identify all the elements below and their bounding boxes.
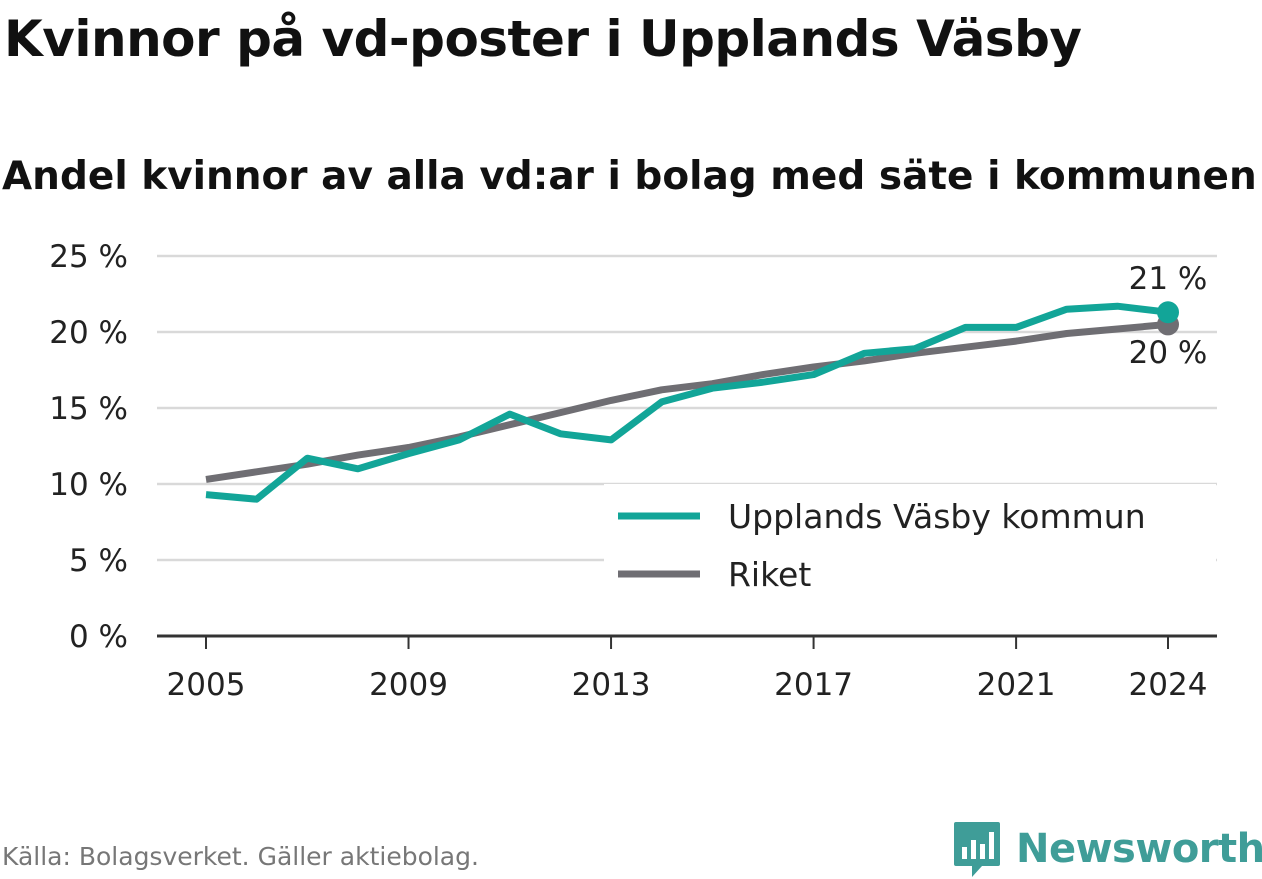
y-tick-label: 5 % <box>69 543 128 579</box>
y-tick-label: 20 % <box>49 315 128 351</box>
x-tick-label: 2005 <box>167 667 246 703</box>
x-tick-label: 2024 <box>1129 667 1208 703</box>
x-tick-label: 2009 <box>369 667 448 703</box>
end-label-upplands-vasby: 21 % <box>1129 261 1208 297</box>
legend-label-riket: Riket <box>728 555 811 594</box>
x-tick-label: 2013 <box>572 667 651 703</box>
end-label-riket: 20 % <box>1129 335 1208 371</box>
x-tick-label: 2021 <box>977 667 1056 703</box>
y-tick-label: 10 % <box>49 467 128 503</box>
chart-subtitle: Andel kvinnor av alla vd:ar i bolag med … <box>2 154 1257 199</box>
y-tick-label: 0 % <box>69 619 128 655</box>
series-line-riket <box>205 320 1169 483</box>
newsworthy-logo-icon <box>954 822 1000 877</box>
brand-name: Newsworthy <box>1016 826 1262 872</box>
y-tick-label: 15 % <box>49 391 128 427</box>
legend-background <box>604 484 1216 604</box>
legend-label-upplands-vasby: Upplands Väsby kommun <box>728 497 1146 536</box>
line-chart: 0 % 5 % 10 % 15 % 20 % 25 % 2005 2009 2013 2017 20… <box>49 239 1217 703</box>
y-tick-label: 25 % <box>49 239 128 275</box>
brand-logo: Newsworthy <box>952 820 1262 878</box>
chart-title: Kvinnor på vd-poster i Upplands Väsby <box>4 10 1082 68</box>
x-tick-label: 2017 <box>774 667 853 703</box>
series-line-upplands-vasby <box>205 302 1169 503</box>
source-note: Källa: Bolagsverket. Gäller aktiebolag. <box>2 842 479 871</box>
end-point-upplands-vasby <box>1157 301 1179 324</box>
